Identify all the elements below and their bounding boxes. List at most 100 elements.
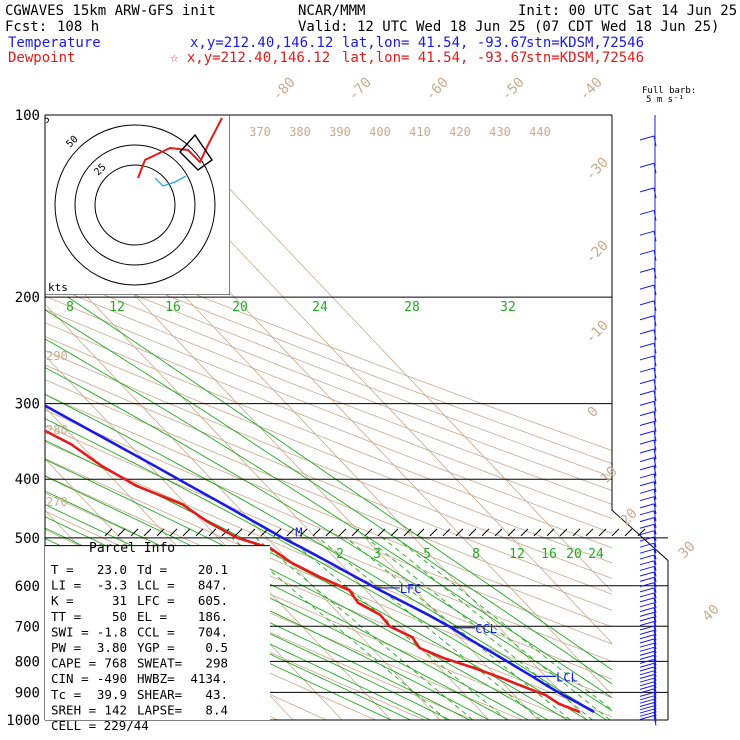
level-markers: ELMLFCCCLLCL bbox=[295, 526, 578, 685]
wind-barb bbox=[639, 367, 655, 373]
parcel-row-value: 23.0 bbox=[97, 562, 127, 577]
mixing-ratio-label: 32 bbox=[500, 300, 516, 315]
wind-barb bbox=[639, 542, 655, 548]
theta-label: 280 bbox=[46, 423, 68, 437]
dewpoint-legend: Dewpoint bbox=[8, 50, 76, 66]
wind-barb bbox=[639, 658, 655, 664]
model-title: CGWAVES 15km ARW-GFS init bbox=[5, 3, 216, 19]
storm-motion-marker bbox=[179, 133, 213, 171]
wind-barb bbox=[639, 670, 655, 676]
pressure-tick-label: 1000 bbox=[6, 713, 40, 729]
dewpoint-xy: ☆ x,y=212.40,146.12 bbox=[170, 50, 331, 66]
parcel-row-value: -1.8 bbox=[97, 624, 127, 639]
wind-barb bbox=[639, 571, 655, 577]
mixing-ratio-label: 12 bbox=[109, 300, 125, 315]
mixing-ratio-label: 24 bbox=[312, 300, 328, 315]
hatch-mark bbox=[377, 528, 386, 537]
dry-adiabat bbox=[45, 335, 612, 564]
wind-barb bbox=[639, 681, 655, 687]
dry-adiabat bbox=[45, 233, 612, 451]
forecast-label: Fcst: bbox=[5, 19, 48, 35]
wind-barb bbox=[639, 625, 655, 631]
wind-barb bbox=[639, 473, 655, 479]
wind-barb bbox=[639, 496, 655, 502]
wind-barb bbox=[639, 634, 655, 640]
mixing-ratio-line bbox=[255, 537, 474, 720]
parcel-row-label-2: SHEAR= bbox=[137, 687, 182, 702]
dewpoint-line bbox=[45, 429, 581, 714]
level-marker-label: LCL bbox=[556, 670, 578, 684]
parcel-row-value-2: 298 bbox=[205, 656, 228, 671]
wind-barb bbox=[639, 267, 655, 273]
temperature-station: stn=KDSM,72546 bbox=[526, 35, 645, 51]
dry-adiabat bbox=[45, 245, 612, 465]
wind-barb bbox=[639, 592, 655, 598]
hatch-mark bbox=[455, 528, 464, 537]
wind-barb bbox=[639, 616, 655, 622]
dry-adiabat bbox=[45, 350, 612, 579]
pressure-tick-label: 600 bbox=[15, 579, 40, 595]
wind-barb bbox=[639, 411, 655, 417]
parcel-info-panel: Parcel Info T = 23.0 Td = 20.1 LI = -3.3 LCL = 8… bbox=[45, 541, 270, 733]
wind-barb bbox=[639, 530, 655, 536]
wind-barb bbox=[639, 582, 655, 588]
barb-note-2: 5 m s⁻¹ bbox=[646, 95, 684, 105]
isotherm-label: 0 bbox=[585, 404, 602, 421]
parcel-row-value-2: 4134. bbox=[190, 671, 228, 686]
mixing-ratio-label: 24 bbox=[588, 547, 604, 562]
hatch-mark bbox=[559, 528, 568, 537]
wind-barb bbox=[639, 517, 655, 523]
isotherm-label: -40 bbox=[577, 75, 606, 104]
hatch-mark bbox=[481, 528, 490, 537]
pressure-tick-label: 700 bbox=[15, 619, 40, 635]
sounding-series bbox=[45, 404, 595, 714]
theta-label: 380 bbox=[289, 125, 311, 139]
wind-barb bbox=[639, 523, 655, 529]
wind-barb bbox=[639, 560, 655, 566]
mixing-ratio-line bbox=[231, 537, 448, 720]
wind-barb bbox=[639, 230, 655, 236]
pressure-tick-label: 800 bbox=[15, 654, 40, 670]
isotherm-label: 10 bbox=[598, 464, 621, 487]
parcel-panel-bg bbox=[45, 545, 270, 720]
dry-adiabat bbox=[45, 409, 612, 645]
parcel-row-label: SREH = bbox=[51, 702, 96, 717]
dewpoint-station: stn=KDSM,72546 bbox=[526, 50, 645, 66]
wind-barb bbox=[639, 611, 655, 617]
wind-barb bbox=[639, 209, 655, 215]
level-marker-label: LFC bbox=[400, 582, 422, 596]
parcel-row-value: 768 bbox=[104, 656, 127, 671]
isotherm bbox=[45, 251, 490, 720]
parcel-row-label-2: CCL = bbox=[137, 624, 175, 639]
hatch-mark bbox=[637, 528, 646, 537]
hatch-mark bbox=[208, 528, 217, 537]
dry-adiabat bbox=[45, 425, 612, 662]
theta-label: 430 bbox=[489, 125, 511, 139]
hodograph-ring bbox=[54, 124, 216, 286]
parcel-row-value-2: 8.4 bbox=[205, 702, 228, 717]
wind-barb bbox=[639, 565, 655, 571]
wind-barb bbox=[639, 597, 655, 603]
hatch-mark bbox=[104, 528, 113, 537]
parcel-row-label-2: LCL = bbox=[137, 578, 175, 593]
temperature-xy: x,y=212.40,146.12 bbox=[190, 35, 334, 51]
isotherm bbox=[45, 148, 588, 720]
parcel-row-value-2: 186. bbox=[198, 609, 228, 624]
parcel-row-value: 39.9 bbox=[97, 687, 127, 702]
pressure-tick-label: 900 bbox=[15, 685, 40, 701]
parcel-info-title: Parcel Info bbox=[89, 541, 175, 556]
theta-label: 410 bbox=[409, 125, 431, 139]
hatch-mark bbox=[325, 528, 334, 537]
hatch-mark bbox=[143, 528, 152, 537]
temperature-latlon: lat,lon= 41.54, -93.67 bbox=[342, 35, 528, 51]
hatch-mark bbox=[624, 528, 633, 537]
hatch-mark bbox=[546, 528, 555, 537]
temperature-legend: Temperature bbox=[8, 35, 101, 51]
wind-barb bbox=[639, 650, 655, 656]
wind-barb bbox=[639, 510, 655, 516]
pressure-tick-label: 200 bbox=[15, 290, 40, 306]
frame-right bbox=[611, 115, 669, 720]
wind-barb bbox=[639, 638, 655, 644]
parcel-row-value: 50 bbox=[112, 609, 127, 624]
parcel-row-label-2: LAPSE= bbox=[137, 702, 182, 717]
